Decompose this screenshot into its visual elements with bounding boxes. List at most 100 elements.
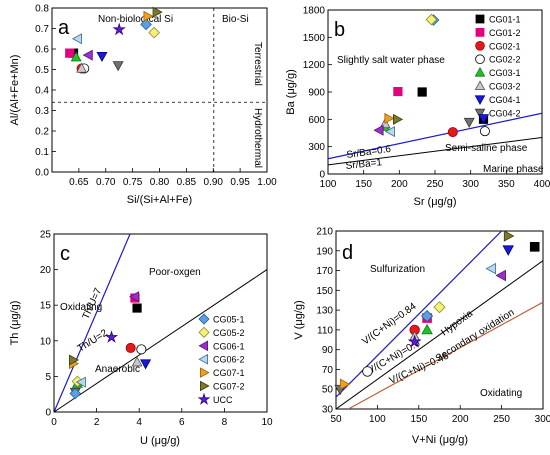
y-tick-label: 0.7 — [35, 24, 49, 35]
point-cg05-1 — [69, 387, 82, 400]
legend-marker-cg05-1 — [198, 313, 210, 325]
point-cg01-1 — [132, 303, 142, 313]
x-tick-label: 250 — [493, 414, 510, 425]
legend-marker-cg06-1 — [198, 340, 208, 352]
legend-marker-cg07-2 — [200, 380, 210, 392]
x-tick-label: 300 — [535, 414, 550, 425]
x-tick-label: 250 — [427, 179, 444, 190]
legend-label: CG03-1 — [489, 68, 521, 78]
panel-b-label-slightly-salt: Slightly salt water phase — [337, 55, 445, 66]
panel-a-label-non-bio: Non-biological Si — [98, 14, 173, 25]
x-tick-label: 50 — [330, 414, 342, 425]
point-cg06-2 — [384, 126, 395, 138]
x-tick-label: 0.70 — [96, 177, 116, 188]
point-cg02-2 — [479, 126, 490, 137]
panel-d-letter: d — [342, 242, 353, 264]
y-tick-label: 25 — [40, 230, 52, 241]
x-tick-label: 150 — [410, 414, 427, 425]
y-tick-label: 900 — [308, 88, 325, 99]
panel-a: a Non-biological Si Bio-Si Terrestrial H… — [9, 4, 277, 207]
y-tick-label: 30 — [322, 405, 334, 416]
y-tick-label: 130 — [316, 306, 333, 317]
legend-marker-cg05-2 — [198, 326, 210, 338]
legend-label: CG04-1 — [489, 95, 521, 105]
x-tick-label: 0.65 — [69, 177, 89, 188]
y-tick-label: 600 — [308, 115, 325, 126]
legend-marker-cg04-2 — [474, 108, 486, 119]
x-tick-label: 0.95 — [230, 177, 250, 188]
panel-a-y-ticks: 0.0 0.1 0.2 0.3 0.4 0.5 0.6 0.7 0.8 — [35, 4, 56, 179]
legend-marker-cg03-2 — [474, 80, 486, 90]
point-cg04-1 — [140, 359, 152, 370]
legend-marker-cg06-2 — [198, 353, 208, 365]
x-tick-label: 8 — [222, 417, 228, 428]
x-tick-label: 150 — [355, 179, 372, 190]
panel-b: b Slightly salt water phase Semi-saline … — [285, 6, 550, 209]
x-tick-label: 2 — [94, 417, 100, 428]
point-cg06-2 — [71, 33, 82, 45]
point-cg05-2 — [433, 301, 446, 314]
point-cg01-2 — [65, 48, 75, 58]
x-tick-label: 0.80 — [150, 177, 170, 188]
panel-d-y-axis-label: V (μg/g) — [293, 300, 305, 339]
panel-b-x-ticks: 100 150 200 250 300 350 400 — [320, 170, 550, 190]
panel-d-line-ratio-0.46 — [348, 301, 543, 409]
x-tick-label: 1.00 — [257, 177, 277, 188]
panel-c-label-poor-oxygen: Poor-oxgen — [149, 267, 201, 278]
legend-marker-cg02-2 — [475, 54, 485, 64]
legend-label: CG02-2 — [489, 55, 521, 65]
y-tick-label: 1200 — [303, 60, 326, 71]
legend-marker-cg02-1 — [475, 40, 485, 51]
point-cg04-1 — [502, 245, 514, 256]
panel-b-line-sr-ba-0.6 — [328, 112, 542, 160]
panel-c-label-anaerobic: Anaerobic — [95, 364, 140, 375]
x-tick-label: 400 — [534, 179, 550, 190]
point-cg07-2 — [68, 354, 80, 366]
point-cg07-1 — [339, 378, 351, 391]
panel-c-label-oxidating: Oxidating — [60, 302, 102, 313]
point-cg07-2 — [393, 113, 404, 125]
point-cg05-1 — [140, 18, 152, 31]
legend-marker-cg04-1 — [474, 95, 486, 106]
y-tick-label: 0.8 — [35, 4, 49, 15]
point-cg07-1 — [143, 10, 154, 22]
panel-b-letter: b — [334, 19, 345, 41]
legend-label: CG02-1 — [489, 41, 521, 51]
panel-c-label-ratio-2: Th/U=2 — [76, 327, 110, 354]
panel-c-legend: CG05-1 CG05-2 CG06-1 CG06-2 CG07-1 CG07-2 UCC — [197, 313, 245, 405]
y-tick-label: 0 — [45, 408, 51, 419]
legend-label: CG07-2 — [213, 382, 245, 392]
point-cg05-2 — [425, 13, 438, 26]
point-cg03-2 — [131, 356, 143, 367]
y-tick-label: 50 — [322, 385, 334, 396]
point-cg06-1 — [129, 291, 140, 303]
point-cg06-1 — [495, 269, 506, 282]
legend-marker-cg07-1 — [200, 367, 210, 378]
x-tick-label: 350 — [498, 179, 515, 190]
point-ucc — [407, 334, 422, 348]
point-ucc — [104, 330, 119, 343]
legend-label: CG03-2 — [489, 82, 521, 92]
y-tick-label: 0.6 — [35, 45, 49, 56]
point-cg06-2 — [75, 376, 86, 388]
point-cg07-1 — [384, 112, 395, 124]
panel-b-label-marine: Marine phase — [483, 164, 544, 175]
panel-b-y-ticks: 0 300 600 900 1200 1500 1800 — [303, 6, 332, 181]
y-tick-label: 0.4 — [35, 86, 49, 97]
x-tick-label: 0.75 — [123, 177, 143, 188]
x-tick-label: 100 — [369, 414, 386, 425]
legend-label: CG01-1 — [489, 15, 521, 25]
y-tick-label: 150 — [316, 286, 333, 297]
panel-d-x-ticks: 50 100 150 200 250 300 — [330, 405, 550, 425]
point-cg02-2 — [362, 366, 373, 377]
panel-c-points — [68, 291, 152, 400]
y-tick-label: 0.1 — [35, 147, 49, 158]
legend-label: CG01-2 — [489, 28, 521, 38]
x-tick-label: 6 — [179, 417, 185, 428]
y-tick-label: 110 — [317, 325, 333, 336]
panel-a-letter: a — [58, 17, 70, 39]
panel-b-y-axis-label: Ba (μg/g) — [285, 69, 297, 114]
legend-label: CG07-1 — [213, 368, 245, 378]
y-tick-label: 0.0 — [35, 168, 49, 179]
